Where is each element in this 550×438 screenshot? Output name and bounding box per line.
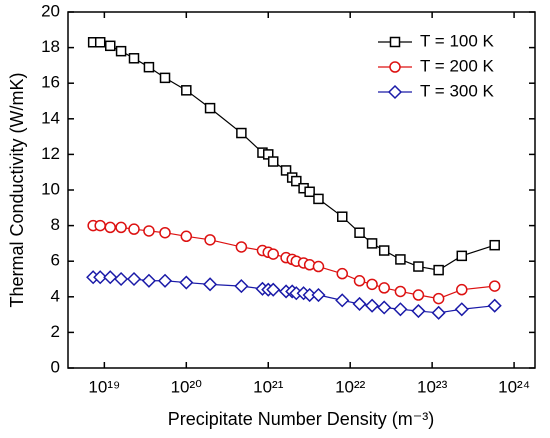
data-point xyxy=(128,223,140,235)
data-point xyxy=(366,238,378,249)
data-point xyxy=(235,241,248,253)
data-point xyxy=(159,72,171,84)
data-point xyxy=(454,302,469,317)
y-tick-label: 14 xyxy=(41,108,60,127)
data-point xyxy=(337,211,348,222)
data-point xyxy=(267,156,279,167)
y-tick-label: 12 xyxy=(41,144,60,163)
data-point xyxy=(114,271,129,287)
data-point xyxy=(291,175,302,187)
data-point xyxy=(304,186,315,198)
x-tick-label: 10²⁰ xyxy=(171,377,203,396)
data-point xyxy=(179,275,194,290)
data-point xyxy=(378,282,390,294)
data-point xyxy=(204,102,216,114)
data-point xyxy=(115,45,127,57)
data-point xyxy=(104,221,116,234)
data-point xyxy=(313,193,324,205)
data-point xyxy=(366,278,378,291)
data-point xyxy=(280,165,292,176)
data-point xyxy=(431,305,446,320)
data-point xyxy=(128,53,140,64)
data-point xyxy=(394,285,407,298)
x-tick-label: 10²¹ xyxy=(253,377,284,396)
legend-marker xyxy=(389,36,401,48)
data-point xyxy=(352,296,367,311)
data-point xyxy=(203,277,218,292)
data-point xyxy=(393,302,408,317)
y-tick-label: 2 xyxy=(51,322,60,341)
data-point xyxy=(266,282,281,297)
data-point xyxy=(94,37,106,48)
data-point xyxy=(93,270,108,285)
data-point xyxy=(365,298,380,313)
y-tick-label: 20 xyxy=(41,1,60,20)
data-point xyxy=(234,279,249,294)
data-point xyxy=(311,287,326,303)
x-tick-label: 10²² xyxy=(335,377,366,396)
y-tick-label: 0 xyxy=(51,357,60,376)
legend-label: T = 300 K xyxy=(420,81,495,100)
data-point xyxy=(432,292,445,305)
data-point xyxy=(103,270,118,285)
data-point xyxy=(354,227,365,238)
legend-marker xyxy=(389,61,401,73)
series-line xyxy=(93,41,495,271)
x-tick-label: 10²⁴ xyxy=(498,377,530,396)
data-point xyxy=(94,219,106,232)
data-point xyxy=(159,226,171,239)
data-point xyxy=(489,239,500,251)
legend-label: T = 200 K xyxy=(420,56,495,75)
y-tick-label: 10 xyxy=(41,179,60,198)
data-point xyxy=(456,250,468,262)
data-point xyxy=(143,225,155,237)
data-point xyxy=(143,61,155,73)
data-point xyxy=(104,40,116,52)
y-axis-label: Thermal Conductivity (W/mK) xyxy=(7,72,27,307)
data-point xyxy=(115,221,127,234)
x-tick-label: 10¹⁹ xyxy=(88,377,120,396)
x-axis-label: Precipitate Number Density (m⁻³) xyxy=(168,409,435,429)
y-tick-label: 4 xyxy=(51,286,60,305)
data-point xyxy=(487,298,502,313)
data-point xyxy=(336,267,349,280)
data-point xyxy=(456,283,468,296)
data-point xyxy=(433,264,444,276)
data-point xyxy=(204,234,216,246)
data-point xyxy=(157,273,173,288)
x-tick-label: 10²³ xyxy=(417,377,448,396)
data-point xyxy=(181,85,192,96)
data-point xyxy=(412,289,425,301)
data-point xyxy=(395,254,406,265)
data-point xyxy=(377,300,392,315)
data-point xyxy=(413,261,424,272)
data-point xyxy=(378,245,390,256)
y-tick-label: 16 xyxy=(41,73,60,92)
data-point xyxy=(126,271,142,287)
data-point xyxy=(335,293,350,308)
data-point xyxy=(236,127,247,139)
legend-marker xyxy=(387,84,403,100)
legend-label: T = 100 K xyxy=(420,31,495,50)
data-point xyxy=(180,230,193,243)
data-point xyxy=(353,275,366,287)
data-point xyxy=(312,260,325,273)
data-point xyxy=(267,248,279,260)
data-point xyxy=(141,273,157,288)
data-point xyxy=(411,303,426,319)
y-tick-label: 6 xyxy=(51,251,60,270)
data-point xyxy=(488,280,501,292)
y-tick-label: 8 xyxy=(51,215,60,234)
y-tick-label: 18 xyxy=(41,37,60,56)
